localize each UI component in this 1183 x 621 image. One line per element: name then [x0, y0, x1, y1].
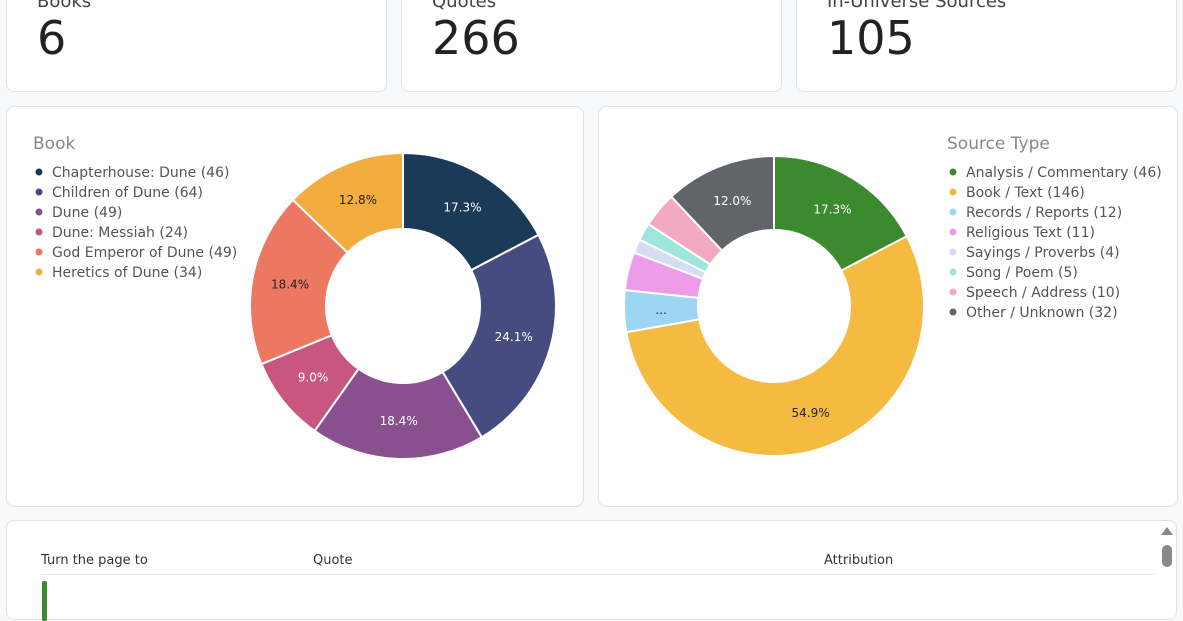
legend-label: Dune: Messiah (24) [52, 225, 188, 241]
page: Books 6 Quotes 266 In-Universe Sources 105 Bo… [6, 0, 1178, 621]
stat-value: 266 [432, 11, 520, 65]
legend-swatch [35, 268, 43, 276]
slice-label: 12.0% [713, 194, 751, 208]
legend-title: Source Type [947, 134, 1050, 154]
legend-swatch [35, 228, 43, 236]
legend-label: Religious Text (11) [966, 225, 1095, 241]
stat-label: In-Universe Sources [827, 0, 1007, 12]
stat-value: 6 [37, 11, 67, 65]
row-indicator [42, 581, 47, 621]
donut-slice [291, 151, 404, 255]
table-panel: Turn the page to Quote Attribution [6, 520, 1177, 621]
slice-label: 9.0% [298, 371, 329, 385]
slice-label: 24.1% [495, 330, 533, 344]
donut-slice [313, 367, 484, 460]
legend-label: Dune (49) [52, 205, 122, 221]
scroll-up[interactable] [1161, 527, 1173, 535]
slice-label: 17.3% [443, 201, 481, 215]
donut-slice [441, 233, 557, 439]
column-header: Turn the page to [41, 553, 148, 568]
legend-label: Other / Unknown (32) [966, 305, 1118, 321]
legend-swatch [949, 288, 957, 296]
legend-swatch [949, 208, 957, 216]
stat-card: Quotes 266 [401, 0, 782, 92]
donut-slice [249, 198, 349, 366]
charts: Book 17.3% Chapterhouse: Dune (46) 24.1% Chi… [6, 106, 1178, 507]
stat-card: In-Universe Sources 105 [796, 0, 1177, 92]
legend-swatch [949, 268, 957, 276]
legend-swatch [949, 248, 957, 256]
slice-label: 18.4% [271, 277, 309, 291]
legend-label: Records / Reports (12) [966, 205, 1122, 221]
legend-title: Book [33, 134, 75, 154]
legend-label: God Emperor of Dune (49) [52, 245, 237, 261]
stat-label: Quotes [432, 0, 497, 12]
slice-label: 54.9% [792, 406, 830, 420]
slice-label: ... [655, 303, 666, 317]
stat-value: 105 [827, 11, 915, 65]
legend-label: Children of Dune (64) [52, 185, 203, 201]
stat-label: Books [37, 0, 92, 12]
slice-label: 18.4% [380, 414, 418, 428]
legend-label: Speech / Address (10) [966, 285, 1120, 301]
legend-label: Sayings / Proverbs (4) [966, 245, 1120, 261]
column-header: Attribution [824, 553, 894, 568]
legend-swatch [35, 168, 43, 176]
legend-label: Heretics of Dune (34) [52, 265, 202, 281]
legend-label: Chapterhouse: Dune (46) [52, 165, 229, 181]
header-divider [41, 574, 1156, 575]
donut-slice [402, 151, 540, 272]
legend-label: Song / Poem (5) [966, 265, 1078, 281]
donut-slice [625, 234, 925, 457]
legend-swatch [949, 188, 957, 196]
legend-label: Book / Text (146) [966, 185, 1085, 201]
stat-card: Books 6 [6, 0, 387, 92]
legend-swatch [35, 248, 43, 256]
legend-swatch [949, 308, 957, 316]
slice-label: 17.3% [813, 202, 851, 216]
legend-label: Analysis / Commentary (46) [966, 165, 1162, 181]
legend-swatch [949, 168, 957, 176]
donut-slice [669, 154, 775, 253]
legend-swatch [35, 188, 43, 196]
legend-swatch [949, 228, 957, 236]
slice-label: 12.8% [339, 193, 377, 207]
scrollbar-thumb[interactable] [1162, 545, 1172, 567]
column-header: Quote [313, 553, 353, 568]
legend-swatch [35, 208, 43, 216]
